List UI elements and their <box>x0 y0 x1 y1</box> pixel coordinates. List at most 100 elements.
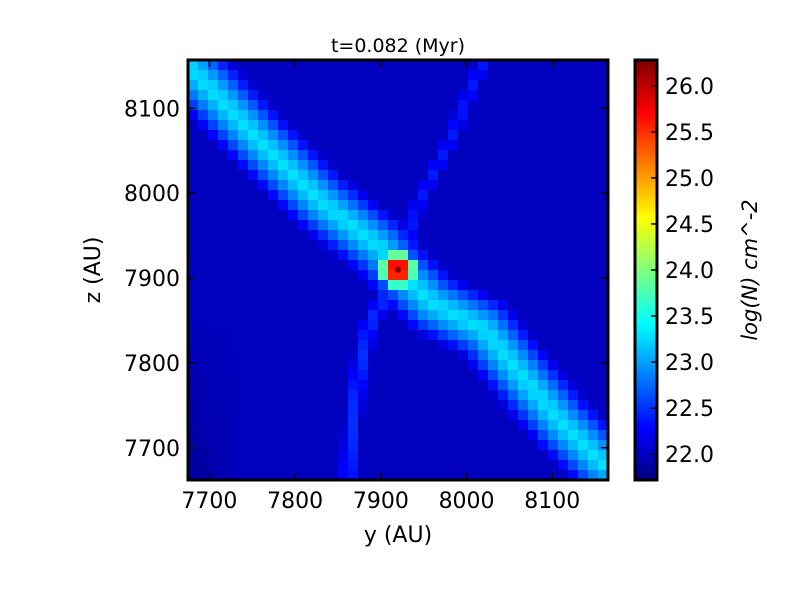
heatmap-cell <box>288 250 299 261</box>
heatmap-cell <box>438 210 449 221</box>
heatmap-cell <box>568 190 579 201</box>
heatmap-cell <box>248 370 259 381</box>
heatmap-cell <box>188 260 199 271</box>
heatmap-cell <box>368 300 379 311</box>
heatmap-cell <box>528 340 539 351</box>
heatmap-cell <box>368 400 379 411</box>
heatmap-cell <box>458 200 469 211</box>
heatmap-cell <box>378 270 389 281</box>
heatmap-cell <box>308 340 319 351</box>
heatmap-cell <box>298 440 309 451</box>
heatmap-cell <box>408 290 419 301</box>
heatmap-cell <box>218 220 229 231</box>
heatmap-cell <box>348 110 359 121</box>
heatmap-cell <box>568 220 579 231</box>
heatmap-cell <box>448 150 459 161</box>
heatmap-cell <box>368 450 379 461</box>
heatmap-cell <box>398 60 409 71</box>
heatmap-cell <box>328 320 339 331</box>
heatmap-cell <box>388 100 399 111</box>
heatmap-cell <box>378 140 389 151</box>
heatmap-cell <box>198 470 209 481</box>
heatmap-cell <box>368 390 379 401</box>
heatmap-cell <box>528 380 539 391</box>
heatmap-cell <box>318 120 329 131</box>
heatmap-cell <box>318 300 329 311</box>
heatmap-cell <box>248 260 259 271</box>
heatmap-cell <box>468 220 479 231</box>
heatmap-cell <box>578 350 589 361</box>
heatmap-cell <box>498 140 509 151</box>
heatmap-cell <box>268 100 279 111</box>
heatmap-cell <box>478 470 489 481</box>
heatmap-cell <box>558 400 569 411</box>
heatmap-cell <box>468 460 479 471</box>
heatmap-cell <box>418 190 429 201</box>
heatmap-cell <box>338 310 349 321</box>
colorbar-segment <box>635 357 657 362</box>
heatmap-cell <box>498 120 509 131</box>
heatmap-cell <box>298 390 309 401</box>
heatmap-cell <box>418 160 429 171</box>
heatmap-cell <box>258 190 269 201</box>
heatmap-cell <box>278 370 289 381</box>
heatmap-cell <box>248 140 259 151</box>
heatmap-cell <box>408 340 419 351</box>
colorbar-segment <box>635 459 657 464</box>
heatmap-cell <box>248 310 259 321</box>
heatmap-cell <box>468 150 479 161</box>
heatmap-cell <box>228 190 239 201</box>
heatmap-cell <box>258 290 269 301</box>
colorbar-segment <box>635 452 657 457</box>
heatmap-cell <box>278 410 289 421</box>
heatmap-cell <box>518 110 529 121</box>
heatmap-cell <box>478 400 489 411</box>
heatmap-cell <box>438 300 449 311</box>
heatmap-cell <box>578 190 589 201</box>
heatmap-cell <box>298 150 309 161</box>
heatmap-cell <box>458 100 469 111</box>
heatmap-cell <box>568 140 579 151</box>
heatmap-cell <box>208 360 219 371</box>
heatmap-cell <box>388 160 399 171</box>
colorbar-segment <box>635 364 657 369</box>
heatmap-cell <box>288 110 299 121</box>
colorbar-segment <box>635 186 657 191</box>
heatmap-cell <box>498 150 509 161</box>
heatmap-cell <box>598 60 609 71</box>
heatmap-cell <box>288 280 299 291</box>
colorbar-tick-label: 22.0 <box>665 443 714 468</box>
heatmap-cell <box>228 200 239 211</box>
heatmap-cell <box>258 90 269 101</box>
heatmap-cell <box>258 350 269 361</box>
heatmap-cell <box>528 420 539 431</box>
heatmap-cell <box>238 240 249 251</box>
colorbar-tick-label: 25.5 <box>665 121 714 146</box>
heatmap-cell <box>588 450 599 461</box>
heatmap-cell <box>368 140 379 151</box>
heatmap-cell <box>458 260 469 271</box>
heatmap-cell <box>538 120 549 131</box>
heatmap-cell <box>238 150 249 161</box>
heatmap-cell <box>488 260 499 271</box>
heatmap-cell <box>428 120 439 131</box>
heatmap-cell <box>358 190 369 201</box>
heatmap-cell <box>598 190 609 201</box>
heatmap-cell <box>498 210 509 221</box>
heatmap-cell <box>258 410 269 421</box>
heatmap-cell <box>308 210 319 221</box>
heatmap-cell <box>258 70 269 81</box>
heatmap-cell <box>558 340 569 351</box>
heatmap-cell <box>348 300 359 311</box>
heatmap-cell <box>208 160 219 171</box>
heatmap-cell <box>528 70 539 81</box>
heatmap-cell <box>538 350 549 361</box>
heatmap-cell <box>588 440 599 451</box>
heatmap-cell <box>408 80 419 91</box>
heatmap-cell <box>528 190 539 201</box>
heatmap-cell <box>288 460 299 471</box>
heatmap-cell <box>258 450 269 461</box>
heatmap-cell <box>228 340 239 351</box>
colorbar-segment <box>635 347 657 352</box>
heatmap-cell <box>408 420 419 431</box>
